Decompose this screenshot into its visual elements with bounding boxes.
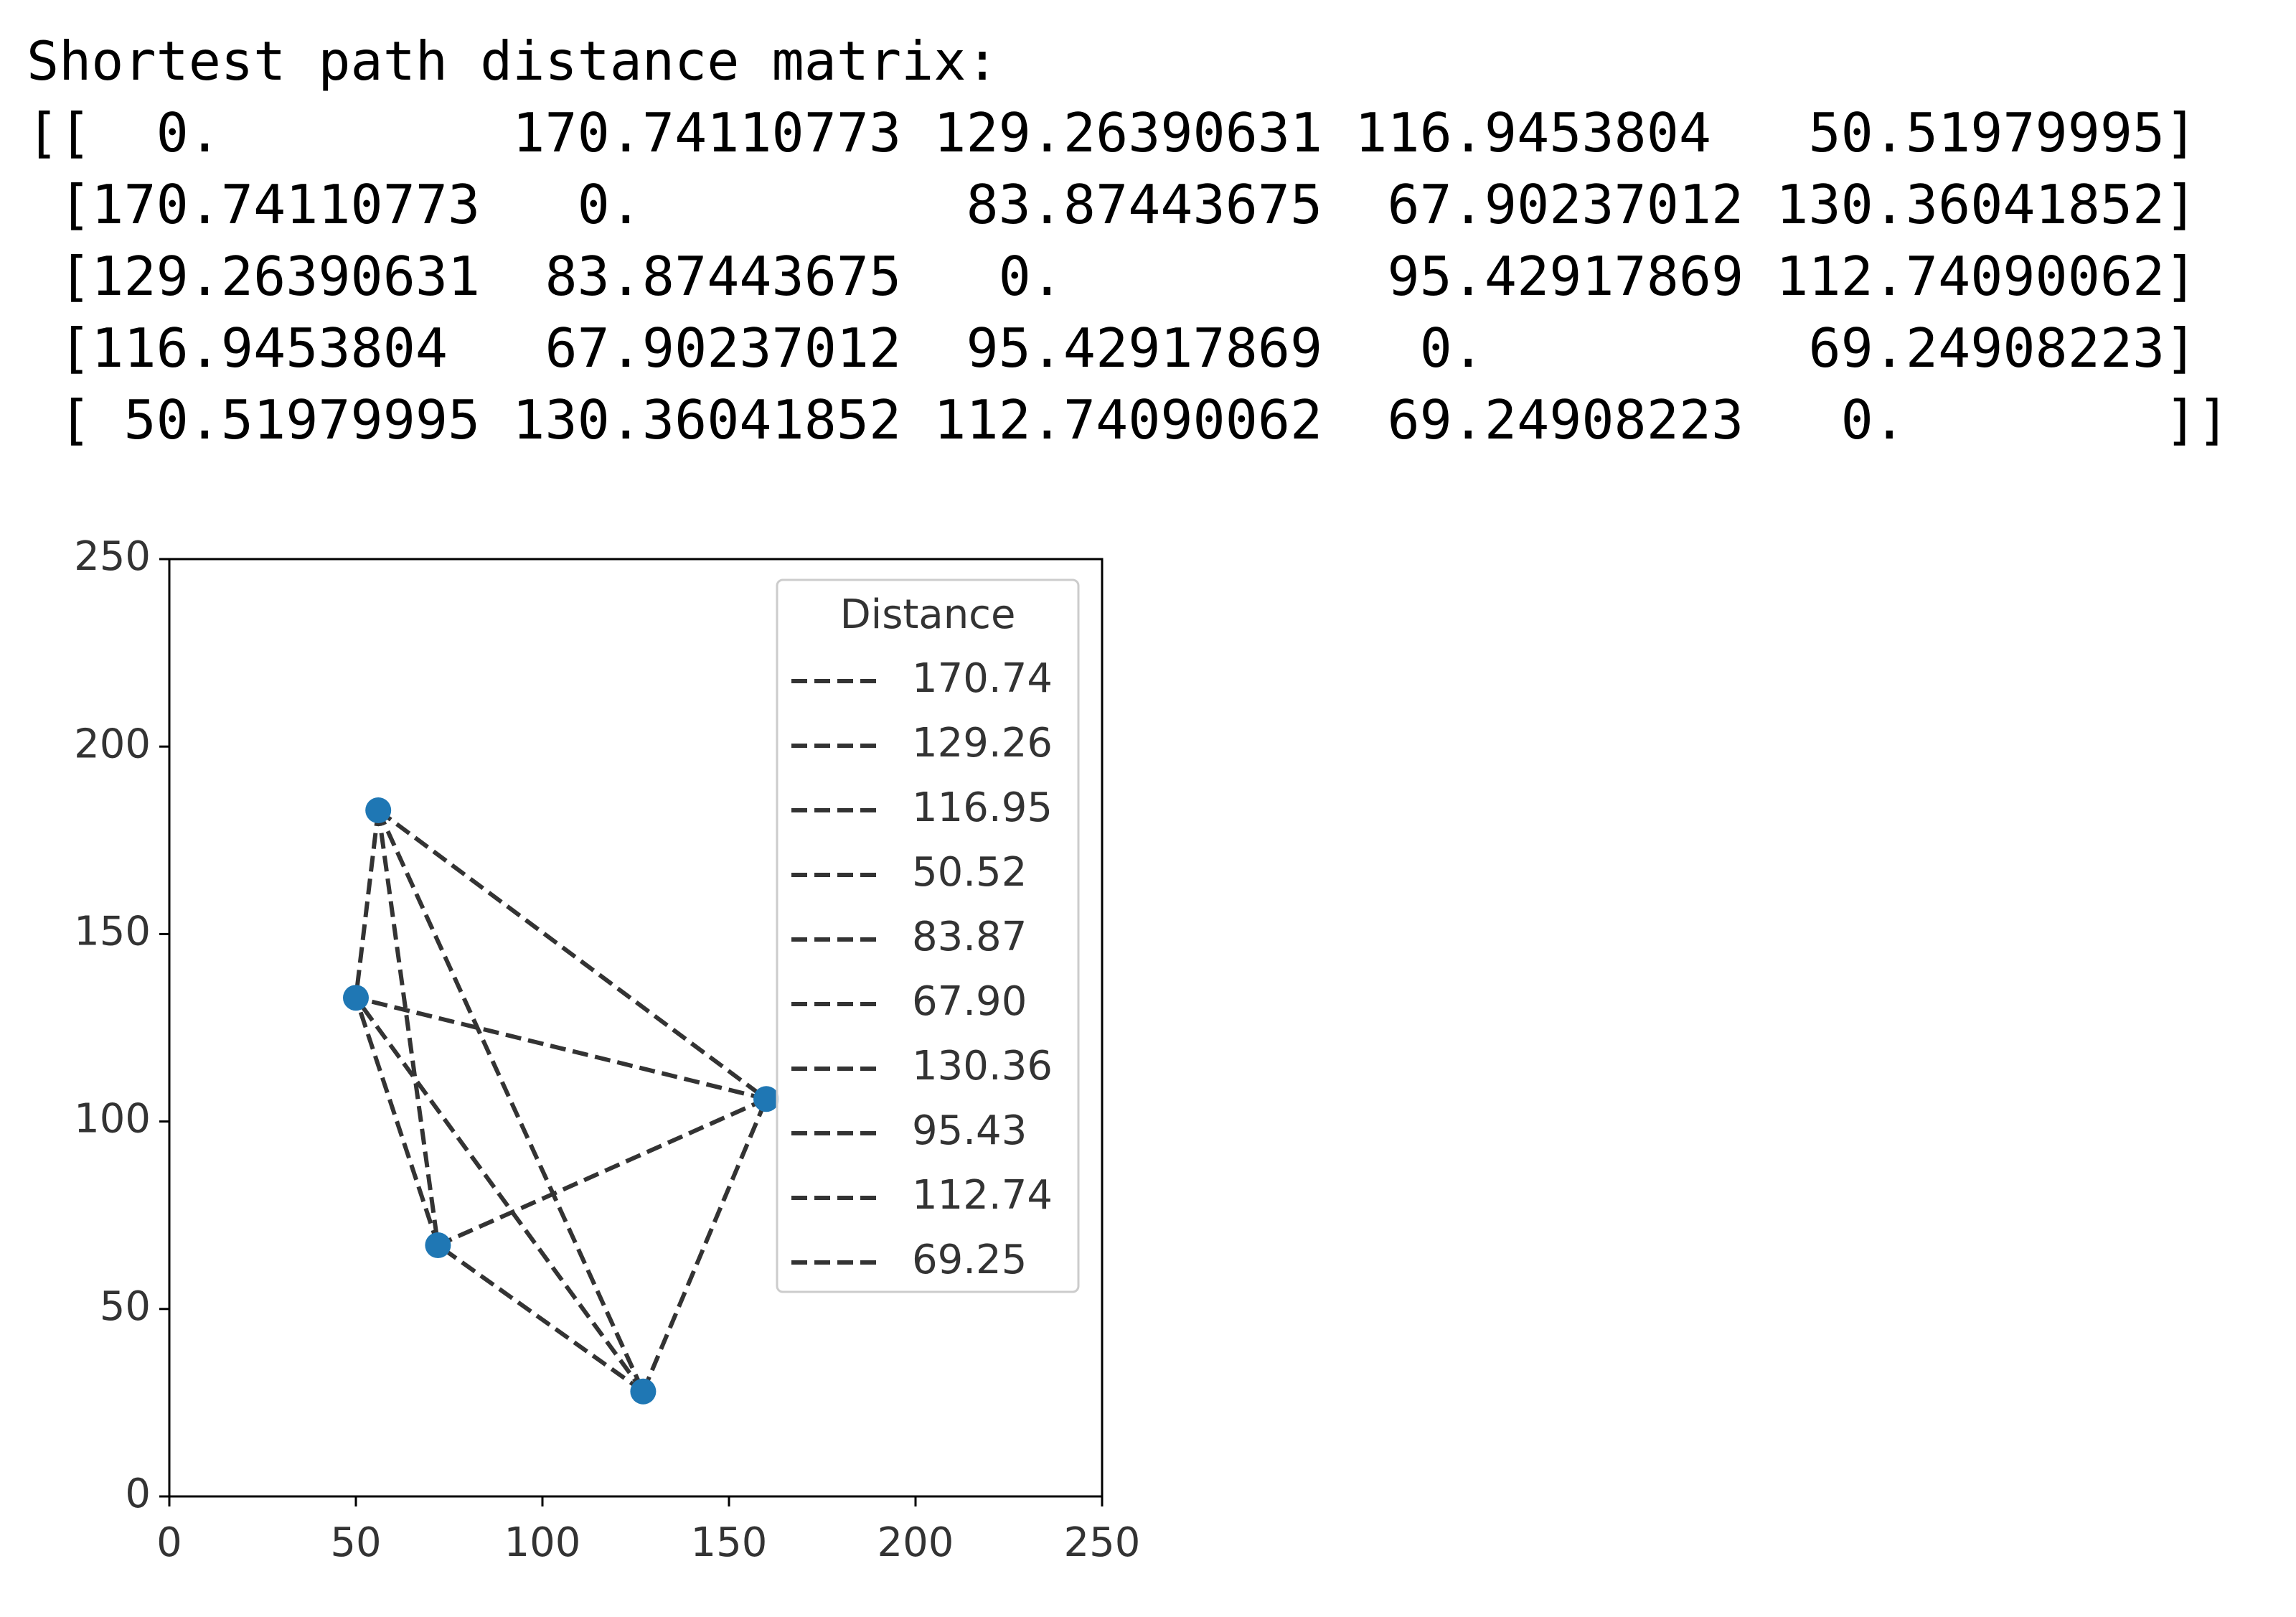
node-point (425, 1232, 451, 1258)
edge-line (354, 997, 441, 1246)
x-tick-label: 100 (504, 1519, 581, 1566)
edge-line (641, 1098, 768, 1392)
x-tick-label: 250 (1064, 1519, 1141, 1566)
legend-label: 129.26 (912, 720, 1053, 767)
y-tick-label: 50 (100, 1283, 151, 1330)
edge-line (354, 996, 645, 1393)
legend-label: 95.43 (912, 1107, 1027, 1154)
plot-frame (168, 558, 1104, 1498)
y-tick-label: 200 (74, 721, 151, 767)
matrix-line: [116.9453804 67.90237012 95.42917869 0. … (27, 317, 2198, 380)
legend-label: 83.87 (912, 914, 1027, 960)
node-point (753, 1086, 779, 1112)
y-tick-label: 0 (125, 1471, 151, 1517)
edge-line (354, 810, 381, 998)
edge-line (377, 808, 768, 1101)
edge-line (376, 810, 441, 1246)
x-tick-label: 50 (330, 1519, 381, 1566)
node-point (343, 985, 369, 1011)
legend-label: 116.95 (912, 784, 1053, 831)
x-tick-label: 0 (156, 1519, 182, 1566)
legend-label: 170.74 (912, 655, 1053, 702)
x-tick-label: 200 (878, 1519, 954, 1566)
legend-label: 69.25 (912, 1237, 1027, 1283)
legend-label: 67.90 (912, 978, 1027, 1025)
legend-label: 112.74 (912, 1172, 1053, 1219)
matrix-line: [ 50.51979995 130.36041852 112.74090062 … (27, 388, 2230, 451)
x-tick-label: 150 (691, 1519, 768, 1566)
legend-box (776, 578, 1080, 1293)
legend-label: 130.36 (912, 1043, 1053, 1089)
node-point (365, 797, 392, 824)
matrix-line: [[ 0. 170.74110773 129.26390631 116.9453… (27, 101, 2198, 164)
y-tick-label: 150 (74, 909, 151, 955)
matrix-line: [129.26390631 83.87443675 0. 95.42917869… (27, 245, 2198, 308)
edge-line (355, 995, 767, 1102)
y-tick-label: 100 (74, 1096, 151, 1143)
legend-title: Distance (840, 591, 1016, 638)
edge-line (376, 809, 646, 1392)
matrix-line: [170.74110773 0. 83.87443675 67.90237012… (27, 173, 2198, 236)
edge-line (437, 1097, 768, 1247)
legend-label: 50.52 (912, 849, 1027, 896)
output-heading: Shortest path distance matrix: (27, 29, 999, 93)
edge-line (436, 1243, 645, 1394)
y-tick-label: 250 (74, 533, 151, 580)
node-point (630, 1378, 657, 1405)
